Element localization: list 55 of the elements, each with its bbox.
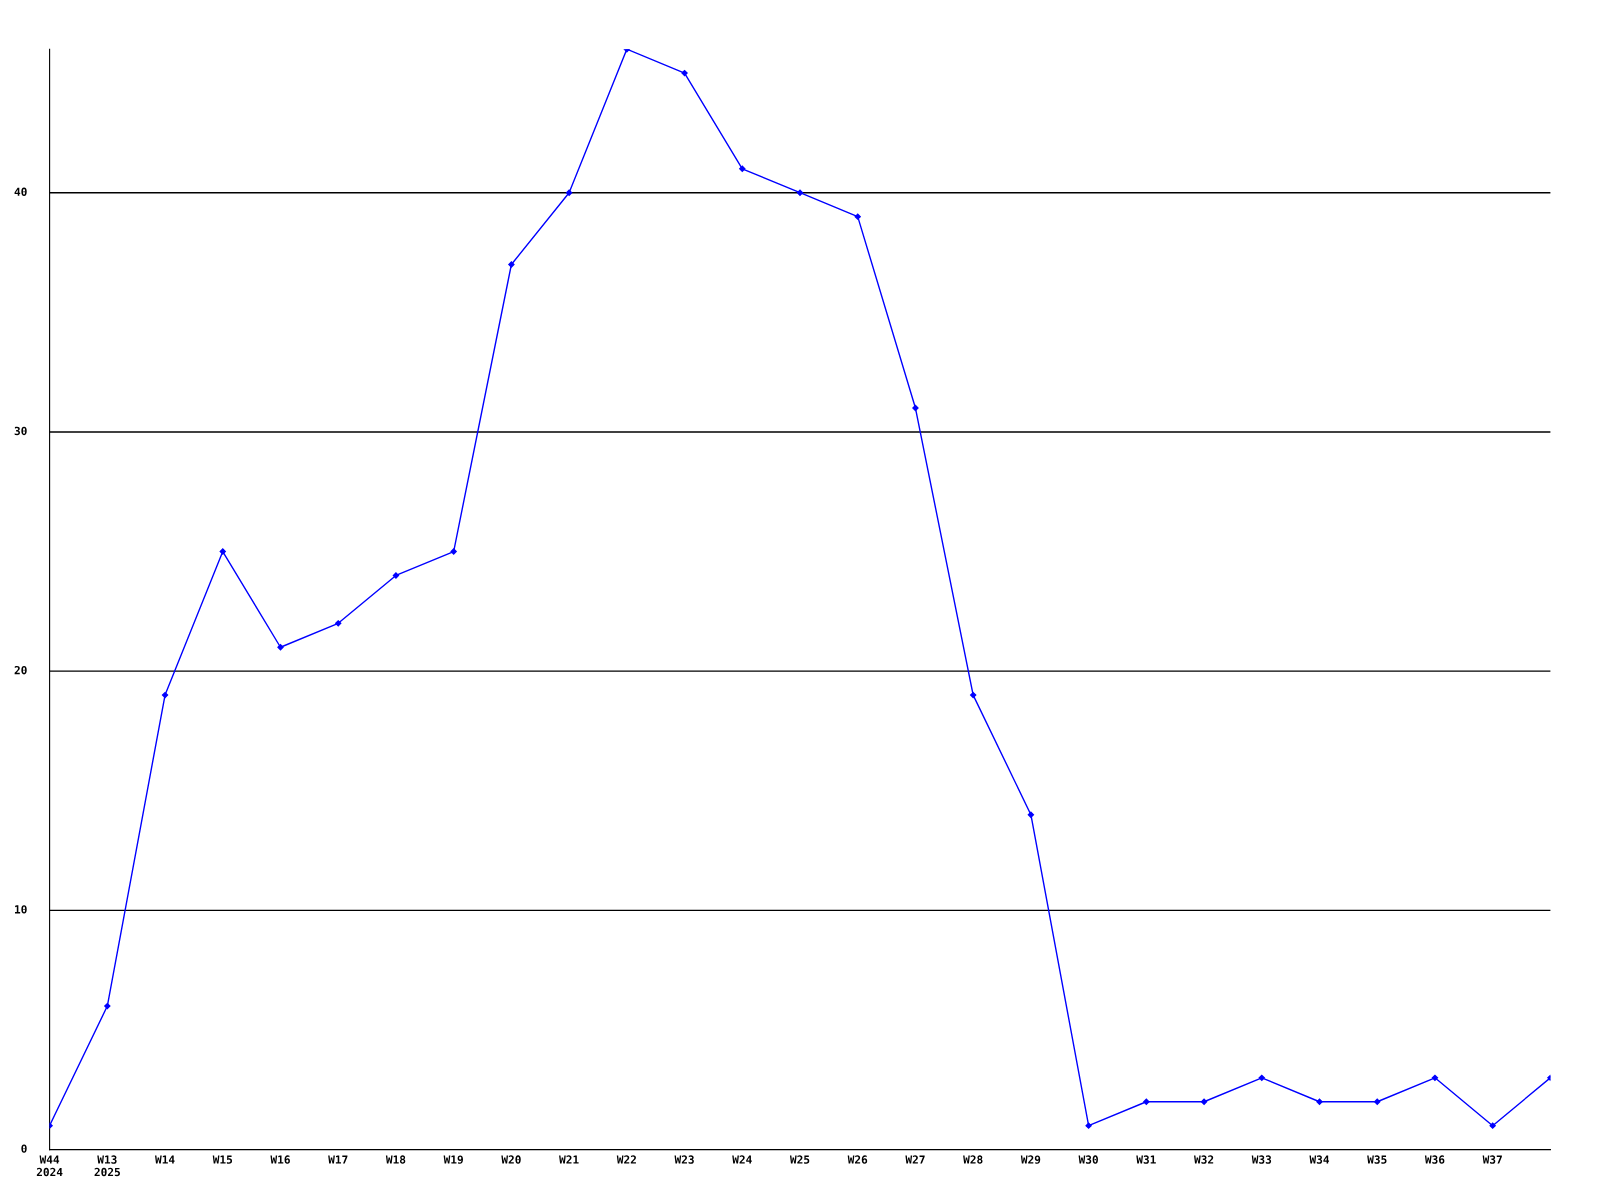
point [739,165,746,172]
y-tick-label: 20 [14,665,27,675]
x-tick-label: W21 [559,1155,579,1164]
x-tick-label: W27 [905,1155,925,1164]
x-tick-label: W19 [443,1155,463,1164]
x-tick-label: W13 2025 [94,1155,120,1177]
point [565,189,573,196]
point [508,261,515,268]
point [392,572,400,579]
point [1258,1074,1265,1081]
y-tick-label: 40 [14,187,27,196]
point [277,644,284,651]
x-tick-label: W25 [789,1155,810,1164]
point [335,620,342,627]
point [161,691,169,699]
x-tick-label: W35 [1367,1155,1387,1164]
x-tick-label: W32 [1194,1155,1214,1164]
point [912,404,919,412]
x-tick-label: W33 [1251,1155,1272,1164]
point [1027,811,1035,818]
x-tick-label: W14 [155,1155,175,1164]
y-tick-label: 0 [21,1144,27,1153]
x-tick-label: W29 [1020,1155,1041,1164]
x-tick-label: W37 [1482,1155,1502,1164]
y-tick-label: 30 [14,426,27,436]
point [970,691,977,699]
y-tick-label: 10 [15,905,27,914]
x-tick-label: W20 [501,1155,521,1164]
point [450,548,457,555]
point [1200,1098,1208,1105]
point [104,1002,111,1010]
x-tick-label: W26 [847,1155,868,1164]
x-tick-label: W44 2024 [36,1155,63,1177]
point [681,69,688,77]
x-tick-label: W36 [1424,1155,1445,1164]
point [854,213,861,220]
point [1085,1122,1092,1129]
point [219,548,226,555]
x-tick-label: W23 [674,1155,694,1164]
point [1431,1074,1439,1081]
x-tick-label: W28 [963,1155,983,1164]
point [1316,1098,1323,1105]
point [1374,1098,1381,1105]
point [1143,1098,1150,1105]
x-tick-label: W22 [616,1155,636,1164]
x-tick-label: W31 [1136,1155,1156,1164]
x-tick-label: W17 [328,1155,348,1164]
point [796,189,804,196]
x-tick-label: W18 [385,1155,406,1164]
x-tick-label: W24 [732,1155,752,1164]
x-tick-label: W34 [1309,1155,1330,1164]
x-tick-label: W15 [212,1155,233,1164]
point [1489,1122,1496,1129]
x-tick-label: W16 [270,1155,290,1164]
x-tick-label: W30 [1078,1155,1098,1164]
